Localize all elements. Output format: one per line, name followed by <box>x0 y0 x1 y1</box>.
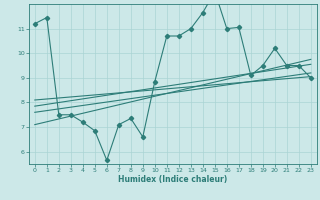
X-axis label: Humidex (Indice chaleur): Humidex (Indice chaleur) <box>118 175 228 184</box>
